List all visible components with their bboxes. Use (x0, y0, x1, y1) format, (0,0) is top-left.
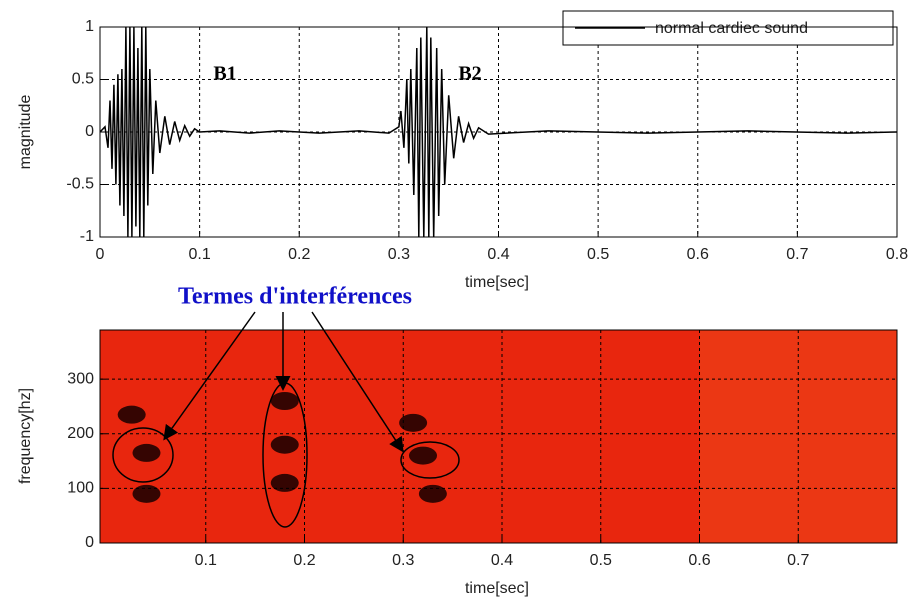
y-tick-label: 1 (85, 18, 94, 35)
annotation: B2 (458, 63, 481, 85)
energy-spot (418, 484, 447, 503)
x-tick-label: 0.2 (288, 246, 310, 263)
energy-spot (117, 405, 146, 424)
x-tick-label: 0.3 (388, 246, 410, 263)
y-axis-label: frequency[hz] (17, 388, 34, 484)
energy-spot (270, 473, 299, 492)
y-tick-label: 200 (67, 425, 94, 442)
energy-spot (399, 413, 428, 432)
annotation: B1 (213, 63, 236, 85)
y-tick-label: 0 (85, 123, 94, 140)
legend-box (562, 10, 894, 46)
x-tick-label: 0.5 (590, 552, 612, 569)
x-tick-label: 0 (96, 246, 105, 263)
y-tick-label: -1 (80, 228, 94, 245)
interference-circle (112, 427, 174, 483)
x-tick-label: 0.7 (786, 246, 808, 263)
x-axis-label: time[sec] (465, 580, 529, 597)
x-tick-label: 0.2 (293, 552, 315, 569)
y-tick-label: 100 (67, 480, 94, 497)
energy-spot (132, 484, 161, 503)
x-tick-label: 0.3 (392, 552, 414, 569)
energy-spot (270, 435, 299, 454)
y-axis-label: magnitude (17, 95, 34, 170)
y-tick-label: -0.5 (66, 176, 94, 193)
waveform-line (100, 27, 897, 237)
arrow (163, 311, 256, 441)
y-tick-label: 0 (85, 534, 94, 551)
x-tick-label: 0.5 (587, 246, 609, 263)
arrow (311, 311, 404, 453)
x-tick-label: 0.8 (886, 246, 908, 263)
chart-title: Termes d'interférences (178, 284, 412, 310)
energy-spot (270, 392, 299, 410)
x-tick-label: 0.6 (688, 552, 710, 569)
spectrogram-background (100, 330, 897, 543)
x-tick-label: 0.7 (787, 552, 809, 569)
noise-region (700, 330, 897, 543)
spectrogram-chart: Termes d'interférences 0.1 0.2 0.3 0.4 0.5 0.6… (17, 284, 898, 597)
energy-spot (409, 446, 437, 465)
waveform-chart: normal cardiec sound B1 B2 0 0.1 0.2 0.3 0.4 0.5… (17, 10, 908, 291)
x-tick-label: 0.1 (195, 552, 217, 569)
x-axis-label: time[sec] (465, 274, 529, 291)
legend-label: normal cardiec sound (655, 20, 808, 37)
energy-spot (132, 443, 161, 462)
x-tick-label: 0.4 (491, 552, 513, 569)
x-tick-label: 0.1 (189, 246, 211, 263)
interference-circle (400, 441, 460, 479)
x-tick-label: 0.4 (487, 246, 509, 263)
plot-frame (99, 329, 898, 544)
y-tick-label: 300 (67, 370, 94, 387)
y-tick-label: 0.5 (72, 71, 94, 88)
x-tick-label: 0.6 (687, 246, 709, 263)
